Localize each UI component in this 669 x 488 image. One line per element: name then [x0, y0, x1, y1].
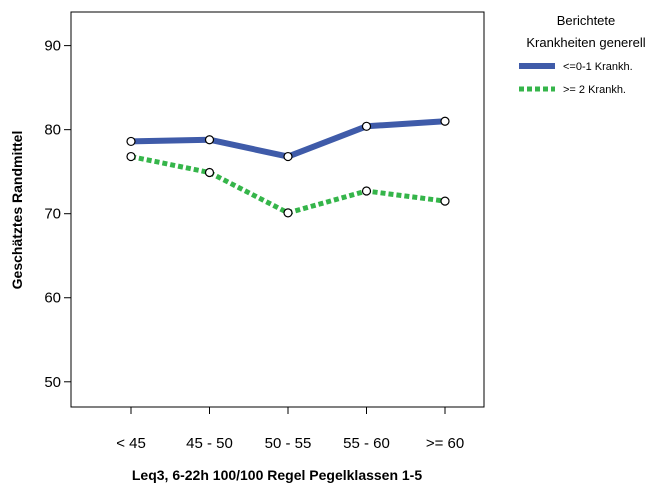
data-point: [283, 151, 293, 162]
y-tick-label: 70: [44, 206, 61, 223]
x-tick-label: 45 - 50: [186, 435, 233, 452]
data-point: [361, 186, 372, 196]
x-axis-title: Leq3, 6-22h 100/100 Regel Pegelklassen 1…: [132, 467, 422, 483]
plot-area: [70, 11, 485, 408]
x-axis: < 45 45 - 50 50 - 55 55 - 60 >= 60: [116, 407, 464, 452]
legend: Berichtete Krankheiten generell <=0-1 Kr…: [519, 13, 646, 96]
data-point: [283, 208, 293, 218]
legend-title-line2: Krankheiten generell: [526, 35, 645, 50]
y-tick-label: 50: [44, 374, 61, 391]
y-tick-label: 60: [44, 290, 61, 307]
data-point: [440, 196, 450, 206]
y-tick-label: 90: [44, 38, 61, 55]
series-points: [126, 116, 450, 218]
x-tick-label: 55 - 60: [343, 435, 390, 452]
legend-label-2: >= 2 Krankh.: [563, 84, 626, 96]
x-tick-label: < 45: [116, 435, 146, 452]
legend-title-line1: Berichtete: [557, 13, 616, 28]
data-point: [204, 135, 215, 145]
data-point: [361, 121, 372, 131]
x-tick-label: 50 - 55: [265, 435, 312, 452]
data-point: [440, 116, 450, 126]
legend-label-1: <=0-1 Krankh.: [563, 61, 633, 73]
data-point: [126, 151, 136, 162]
y-axis-title: Geschätztes Randmittel: [9, 131, 25, 290]
y-tick-label: 80: [44, 122, 61, 139]
y-axis: 50 60 70 80 90: [44, 38, 71, 391]
data-point: [126, 136, 136, 147]
data-point: [204, 167, 215, 178]
x-tick-label: >= 60: [426, 435, 464, 452]
